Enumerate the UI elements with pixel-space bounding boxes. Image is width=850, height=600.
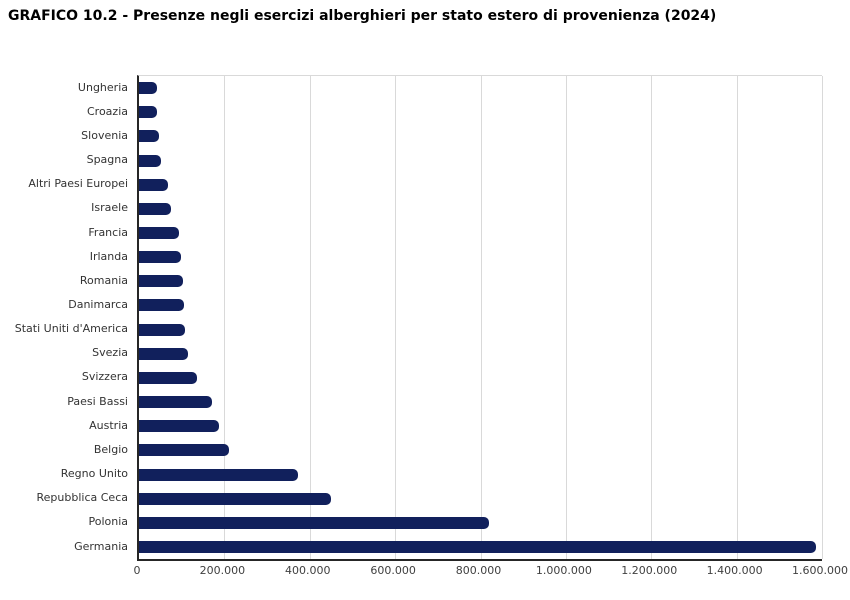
category-label: Altri Paesi Europei [28,177,128,191]
bar-row [139,100,822,124]
category-label: Slovenia [81,128,128,142]
x-axis-tick-label: 800.000 [455,564,502,577]
bar [139,106,158,119]
bar-row [139,293,822,317]
category-label: Romania [79,273,128,287]
category-label: Germania [74,539,128,553]
bar [139,444,230,457]
gridline [395,76,397,559]
category-label: Svezia [92,346,128,360]
bar [139,227,179,240]
bar [139,251,182,264]
bar-row [139,173,822,197]
x-axis-tick-label: 200.000 [199,564,246,577]
category-label: Austria [89,418,128,432]
bar-row [139,511,822,535]
category-label: Ungheria [77,80,128,94]
bar [139,130,159,143]
x-axis-tick-label: 600.000 [370,564,416,577]
category-label: Danimarca [68,297,128,311]
bar-row [139,124,822,148]
bar [139,275,183,288]
bar [139,516,490,529]
bar [139,299,185,312]
x-axis-tick-label: 1.600.000 [792,564,848,577]
bar [139,541,816,554]
category-label: Svizzera [81,370,128,384]
bar-row [139,342,822,366]
category-label: Repubblica Ceca [36,491,128,505]
bar [139,396,212,409]
plot-area [137,75,823,561]
x-axis-tick-label: 0 [133,564,141,577]
bar-row [139,535,822,559]
bar-row [139,76,822,100]
bar-row [139,245,822,269]
category-label: Paesi Bassi [67,394,128,408]
bar-row [139,463,822,487]
bar [139,202,172,215]
bar-row [139,269,822,293]
bar [139,323,186,336]
gridline [822,76,823,559]
category-label: Francia [88,225,128,239]
bar-row [139,148,822,172]
gridline [565,76,567,559]
bar-row [139,221,822,245]
gridline [224,76,226,559]
category-labels: Ungheria Croazia Slovenia Spagna Altri Paesi… [0,75,128,558]
category-label: Irlanda [89,249,128,263]
bar-row [139,414,822,438]
x-axis-tick-label: 1.200.000 [621,564,678,577]
gridline [309,76,311,559]
bar-row [139,390,822,414]
bar-row [139,487,822,511]
category-label: Stati Uniti d'America [14,322,128,336]
bar-rows [139,76,822,559]
bar [139,492,332,505]
bar-row [139,197,822,221]
x-axis-tick-label: 1.400.000 [706,564,763,577]
category-label: Polonia [88,515,128,529]
bar [139,371,197,384]
bar [139,82,157,95]
bar [139,347,189,360]
bar-row [139,366,822,390]
category-label: Spagna [86,153,128,167]
category-label: Israele [91,201,128,215]
bar [139,420,220,433]
bar [139,178,169,191]
gridline [480,76,482,559]
bar-row [139,438,822,462]
category-label: Belgio [93,442,128,456]
x-axis-ticks: 0 200.000 400.000 600.000 800.000 1.000.000 1.… [133,564,848,580]
x-axis-tick-label: 400.000 [285,564,331,577]
gridlines [139,76,823,559]
x-axis-tick-label: 1.000.000 [535,564,592,577]
bar [139,468,298,481]
bar-row [139,318,822,342]
bar [139,154,161,167]
gridline [736,76,738,559]
category-label: Croazia [86,104,128,118]
gridline [651,76,653,559]
chart-title: GRAFICO 10.2 - Presenze negli esercizi a… [8,8,717,24]
category-label: Regno Unito [60,467,128,481]
